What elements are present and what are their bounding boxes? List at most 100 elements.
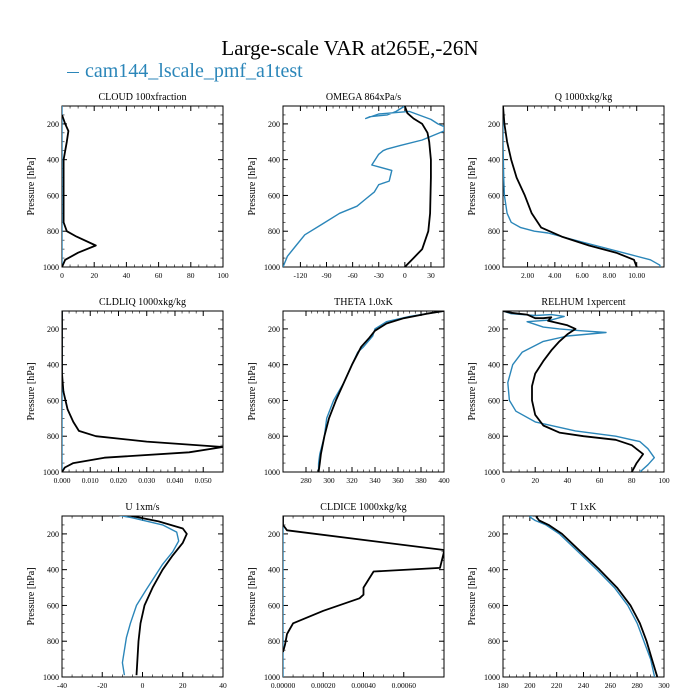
x-tick-label: 0.020 (110, 476, 127, 485)
y-tick-label: 1000 (484, 263, 500, 272)
y-tick-label: 600 (488, 601, 500, 610)
x-tick-label: 280 (632, 681, 644, 690)
y-tick-label: 1000 (43, 673, 59, 682)
x-tick-label: 300 (658, 681, 670, 690)
y-tick-label: 1000 (484, 673, 500, 682)
y-tick-label: 800 (47, 637, 59, 646)
x-tick-label: 80 (628, 476, 636, 485)
y-axis-label: Pressure [hPa] (247, 567, 258, 625)
plot-frame (502, 515, 665, 678)
plot-frame (61, 105, 224, 268)
x-tick-label: 0.010 (82, 476, 99, 485)
x-tick-label: 400 (438, 476, 450, 485)
x-tick-label: 40 (219, 681, 227, 690)
series-line-black (283, 516, 444, 653)
y-tick-label: 200 (47, 530, 59, 539)
panel-title: T 1xK (571, 502, 597, 513)
y-tick-label: 800 (268, 637, 280, 646)
y-tick-label: 1000 (484, 468, 500, 477)
x-tick-label: 0 (60, 271, 64, 280)
series-line-blue (283, 106, 444, 267)
y-tick-label: 600 (47, 601, 59, 610)
y-axis-label: Pressure [hPa] (26, 362, 37, 420)
plot-frame (61, 310, 224, 473)
y-tick-label: 400 (268, 361, 280, 370)
y-axis-label: Pressure [hPa] (26, 567, 37, 625)
y-tick-label: 1000 (264, 673, 280, 682)
x-tick-label: 2.00 (521, 271, 534, 280)
panel-title: U 1xm/s (125, 502, 159, 513)
x-tick-label: 100 (658, 476, 670, 485)
x-tick-label: 100 (217, 271, 229, 280)
y-tick-label: 200 (47, 120, 59, 129)
x-tick-label: 80 (187, 271, 195, 280)
x-tick-label: 0 (501, 476, 505, 485)
x-tick-label: 20 (90, 271, 98, 280)
legend: cam144_lscale_pmf_a1test (67, 60, 303, 83)
panel-title: OMEGA 864xPa/s (326, 92, 401, 103)
series-line-black (62, 114, 97, 267)
y-tick-label: 400 (268, 566, 280, 575)
x-tick-label: 6.00 (576, 271, 589, 280)
x-tick-label: 360 (392, 476, 404, 485)
y-tick-label: 1000 (264, 263, 280, 272)
x-tick-label: 300 (323, 476, 335, 485)
series-line-black (503, 106, 638, 267)
x-tick-label: -90 (322, 271, 332, 280)
y-tick-label: 800 (488, 432, 500, 441)
y-tick-label: 400 (47, 566, 59, 575)
y-tick-label: 600 (488, 191, 500, 200)
series-line-black (62, 311, 223, 472)
panel-1: CLOUD 100xfraction2004006008001000Pressu… (26, 92, 229, 280)
x-tick-label: 240 (578, 681, 590, 690)
y-tick-label: 400 (488, 566, 500, 575)
x-tick-label: -120 (294, 271, 308, 280)
legend-label: cam144_lscale_pmf_a1test (85, 60, 303, 82)
series-line-black (317, 311, 444, 472)
x-tick-label: 0.00020 (311, 681, 336, 690)
x-tick-label: 30 (427, 271, 435, 280)
y-axis-label: Pressure [hPa] (247, 362, 258, 420)
x-tick-label: 0.000 (54, 476, 71, 485)
panel-9: T 1xK 200 400 600 800 1000 Pressure [hPa] 180 20… (467, 502, 670, 690)
y-tick-label: 600 (47, 191, 59, 200)
x-tick-label: 0.030 (138, 476, 155, 485)
series-line-black (503, 311, 644, 472)
panel-title: Q 1000xkg/kg (555, 92, 613, 103)
figure-title: Large-scale VAR at265E,-26N (221, 36, 479, 60)
series-line-black (126, 516, 188, 676)
panel-title: RELHUM 1xpercent (541, 297, 625, 308)
x-tick-label: 0.040 (167, 476, 184, 485)
y-tick-label: 200 (488, 120, 500, 129)
plot-frame (282, 105, 445, 268)
y-tick-label: 200 (47, 325, 59, 334)
x-tick-label: 20 (179, 681, 187, 690)
x-tick-label: 0.00060 (392, 681, 417, 690)
plot-frame (282, 310, 445, 473)
y-tick-label: 800 (47, 227, 59, 236)
panel-title: CLOUD 100xfraction (98, 92, 186, 103)
y-tick-label: 400 (488, 361, 500, 370)
y-tick-label: 800 (268, 227, 280, 236)
y-tick-label: 600 (268, 396, 280, 405)
x-tick-label: 340 (369, 476, 381, 485)
x-tick-label: 380 (415, 476, 427, 485)
legend-swatch (67, 71, 79, 73)
x-tick-label: 4.00 (548, 271, 561, 280)
y-axis-label: Pressure [hPa] (467, 362, 478, 420)
x-tick-label: 20 (531, 476, 539, 485)
series-line-blue (118, 516, 180, 676)
y-axis-label: Pressure [hPa] (467, 157, 478, 215)
panel-5: THETA 1.0xK 200 400 600 800 1000 Pressure [hPa… (247, 297, 450, 485)
x-tick-label: 0.050 (195, 476, 212, 485)
x-tick-label: 8.00 (603, 271, 616, 280)
y-tick-label: 200 (268, 325, 280, 334)
x-tick-label: 280 (300, 476, 312, 485)
x-tick-label: 0 (403, 271, 407, 280)
x-tick-label: 40 (564, 476, 572, 485)
series-line-black (535, 516, 659, 677)
y-axis-label: Pressure [hPa] (26, 157, 37, 215)
panel-2: OMEGA 864xPa/s 200 400 600 800 1000 Pressure [… (247, 92, 445, 280)
